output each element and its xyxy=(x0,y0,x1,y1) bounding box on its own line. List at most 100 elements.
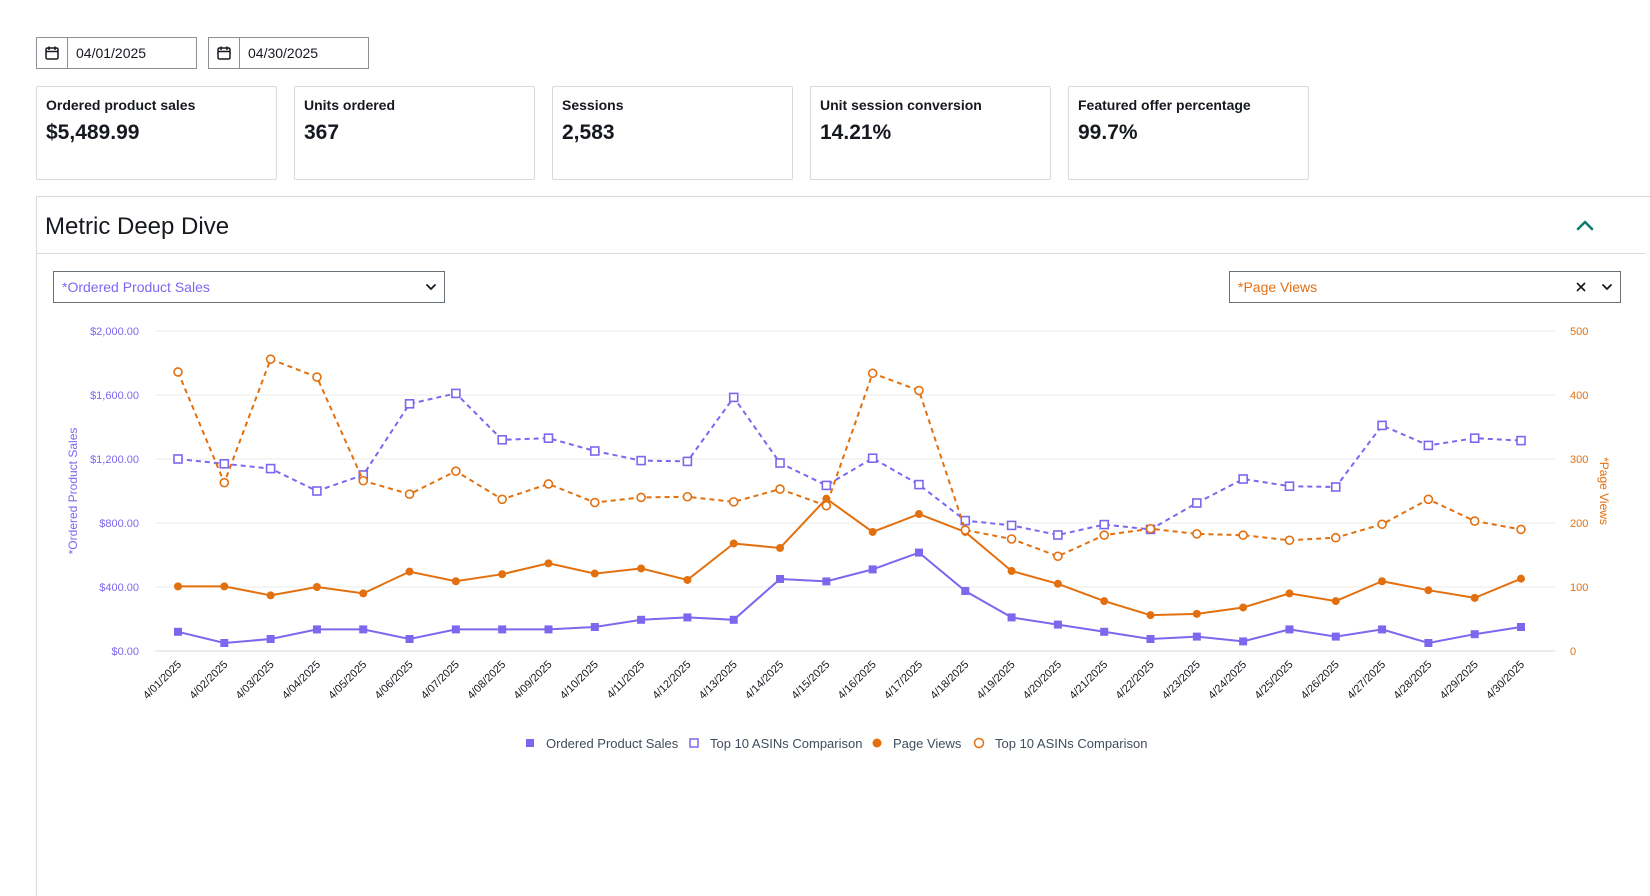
data-point xyxy=(1517,623,1525,631)
start-date-value[interactable]: 04/01/2025 xyxy=(76,45,147,61)
data-point xyxy=(220,639,229,647)
y-right-tick-label: 100 xyxy=(1570,582,1588,594)
right-metric-value: *Page Views xyxy=(1238,279,1318,295)
chevron-down-icon[interactable] xyxy=(424,280,438,297)
x-tick-label: 4/08/2025 xyxy=(465,659,508,702)
data-point xyxy=(1099,530,1110,540)
x-tick-label: 4/29/2025 xyxy=(1438,659,1481,702)
data-point xyxy=(312,372,322,382)
data-point xyxy=(636,492,646,503)
data-point xyxy=(451,577,460,586)
x-tick-label: 4/02/2025 xyxy=(187,659,230,702)
data-point xyxy=(543,479,554,489)
chevron-down-icon[interactable] xyxy=(1600,280,1614,297)
data-point xyxy=(1517,574,1525,583)
data-point xyxy=(1007,567,1016,575)
kpi-label: Sessions xyxy=(562,97,624,113)
x-tick-label: 4/05/2025 xyxy=(326,659,369,702)
data-point xyxy=(174,582,182,591)
y-left-tick-label: $400.00 xyxy=(99,582,139,594)
x-tick-label: 4/28/2025 xyxy=(1391,659,1434,702)
data-point xyxy=(1377,519,1387,530)
data-point xyxy=(1100,627,1109,636)
legend-label: Top 10 ASINs Comparison xyxy=(710,736,862,751)
kpi-value: 2,583 xyxy=(562,121,615,144)
data-point xyxy=(1469,516,1480,526)
data-point xyxy=(265,463,276,474)
data-point xyxy=(220,582,229,591)
data-point xyxy=(1006,520,1017,531)
data-point xyxy=(1331,597,1340,606)
data-point xyxy=(173,454,183,464)
data-point xyxy=(1239,637,1248,646)
chevron-up-icon[interactable] xyxy=(1573,215,1597,235)
data-point xyxy=(451,625,460,634)
data-point xyxy=(914,548,923,557)
start-date-field[interactable]: 04/01/2025 xyxy=(36,37,197,69)
data-point xyxy=(1053,551,1063,562)
data-point xyxy=(821,500,832,511)
x-tick-label: 4/01/2025 xyxy=(141,659,184,702)
legend-label: Ordered Product Sales xyxy=(546,736,679,751)
kpi-card-unit-session-conversion[interactable]: Unit session conversion 14.21% xyxy=(810,86,1051,180)
kpi-card-featured-offer-percentage[interactable]: Featured offer percentage 99.7% xyxy=(1068,86,1309,180)
calendar-icon[interactable] xyxy=(209,38,240,68)
data-point xyxy=(682,456,693,467)
data-point xyxy=(637,564,646,573)
x-tick-label: 4/03/2025 xyxy=(234,659,277,702)
close-icon[interactable] xyxy=(1574,280,1588,297)
right-metric-select[interactable]: *Page Views xyxy=(1229,271,1621,303)
data-point xyxy=(776,543,785,552)
y-left-axis-title: *Ordered Product Sales xyxy=(66,428,80,555)
data-point xyxy=(961,587,970,595)
data-point xyxy=(776,575,785,583)
x-tick-label: 4/07/2025 xyxy=(419,659,462,702)
data-point xyxy=(589,446,600,456)
kpi-value: 14.21% xyxy=(820,121,892,144)
data-point xyxy=(682,491,693,502)
left-metric-select[interactable]: *Ordered Product Sales xyxy=(53,271,445,303)
data-point xyxy=(867,368,878,379)
data-point xyxy=(1099,519,1110,530)
x-tick-label: 4/26/2025 xyxy=(1299,659,1342,702)
data-point xyxy=(683,613,692,622)
data-point xyxy=(1192,498,1202,508)
data-point xyxy=(405,635,414,643)
data-point xyxy=(729,615,738,624)
kpi-label: Featured offer percentage xyxy=(1078,97,1251,113)
x-tick-label: 4/27/2025 xyxy=(1345,659,1388,702)
legend-marker xyxy=(973,737,985,749)
kpi-card-sessions[interactable]: Sessions 2,583 xyxy=(552,86,793,180)
y-right-tick-label: 0 xyxy=(1570,646,1576,658)
x-tick-label: 4/16/2025 xyxy=(836,659,879,702)
data-point xyxy=(821,480,832,491)
legend-marker xyxy=(689,738,699,748)
data-point xyxy=(1378,577,1387,586)
data-point xyxy=(1285,625,1294,634)
kpi-card-ordered-product-sales[interactable]: Ordered product sales $5,489.99 xyxy=(36,86,277,180)
y-left-tick-label: $1,200.00 xyxy=(90,454,139,466)
data-point xyxy=(498,625,507,634)
end-date-value[interactable]: 04/30/2025 xyxy=(248,45,319,61)
data-point xyxy=(1469,433,1480,444)
x-tick-label: 4/12/2025 xyxy=(650,659,693,702)
data-point xyxy=(775,458,785,468)
data-point xyxy=(497,434,507,445)
data-point xyxy=(868,527,877,536)
data-point xyxy=(590,623,599,631)
data-point xyxy=(1100,597,1109,606)
kpi-card-units-ordered[interactable]: Units ordered 367 xyxy=(294,86,535,180)
x-tick-label: 4/24/2025 xyxy=(1206,659,1249,702)
data-point xyxy=(822,577,831,586)
end-date-field[interactable]: 04/30/2025 xyxy=(208,37,369,69)
y-right-tick-label: 300 xyxy=(1570,454,1588,466)
x-tick-label: 4/10/2025 xyxy=(558,659,601,702)
data-point xyxy=(1239,603,1248,612)
data-point xyxy=(404,489,415,500)
calendar-icon[interactable] xyxy=(37,38,68,68)
legend-label: Page Views xyxy=(893,736,962,751)
data-point xyxy=(590,569,599,578)
data-point xyxy=(636,455,646,466)
data-point xyxy=(451,388,461,399)
data-point xyxy=(960,525,971,535)
